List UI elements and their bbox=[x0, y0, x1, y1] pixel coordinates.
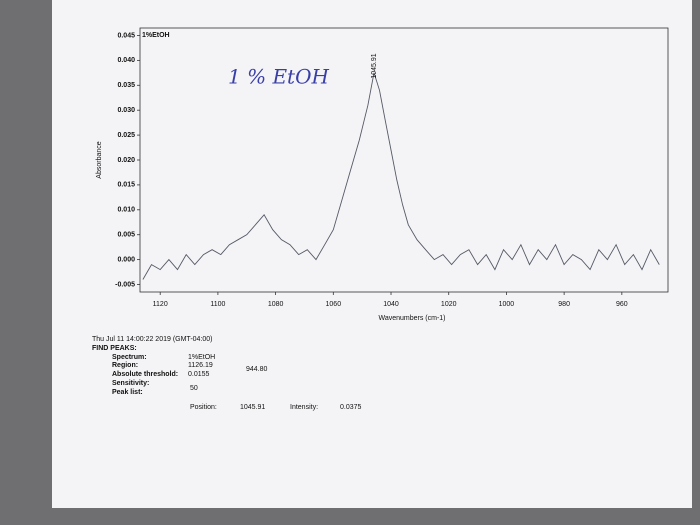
field-label: Position: bbox=[190, 404, 217, 411]
x-tick-label: 1080 bbox=[268, 301, 284, 308]
spectrum-label: 1%EtOH bbox=[142, 32, 170, 39]
y-tick-label: 0.020 bbox=[117, 157, 135, 164]
y-tick-label: 0.005 bbox=[117, 232, 135, 239]
x-tick-label: 1060 bbox=[326, 301, 342, 308]
y-tick-label: 0.010 bbox=[117, 207, 135, 214]
field-value: 1126.19 bbox=[188, 362, 213, 369]
field-label: Spectrum: bbox=[112, 354, 147, 361]
heading: FIND PEAKS: bbox=[92, 345, 137, 352]
field-label: Peak list: bbox=[112, 389, 143, 396]
field-value: 50 bbox=[190, 385, 198, 392]
y-tick-label: 0.030 bbox=[117, 107, 135, 114]
field-value: 0.0375 bbox=[340, 404, 362, 411]
x-axis-label: Wavenumbers (cm-1) bbox=[378, 315, 445, 322]
y-tick-label: 0.035 bbox=[117, 82, 135, 89]
field-value: 0.0155 bbox=[188, 371, 210, 378]
peak-label: 1045.91 bbox=[371, 53, 378, 78]
x-tick-label: 1040 bbox=[383, 301, 399, 308]
y-tick-label: 0.000 bbox=[117, 256, 135, 263]
field-label: Region: bbox=[112, 362, 139, 369]
x-tick-label: 980 bbox=[558, 301, 570, 308]
spectrum-line bbox=[142, 72, 660, 280]
field-value: 1%EtOH bbox=[188, 354, 216, 361]
y-tick-label: 0.040 bbox=[117, 57, 135, 64]
field-value: 1045.91 bbox=[240, 404, 266, 411]
y-tick-label: 0.015 bbox=[117, 182, 135, 189]
x-tick-label: 1020 bbox=[441, 301, 457, 308]
field-label: Absolute threshold: bbox=[112, 371, 179, 378]
y-tick-label: 0.025 bbox=[117, 132, 135, 139]
y-tick-label: -0.005 bbox=[115, 281, 135, 288]
field-value: 944.80 bbox=[246, 366, 268, 373]
y-axis-label: Absorbance bbox=[96, 141, 103, 178]
field-label: Intensity: bbox=[290, 404, 319, 411]
x-tick-label: 960 bbox=[616, 301, 628, 308]
x-tick-label: 1120 bbox=[153, 301, 168, 308]
timestamp: Thu Jul 11 14:00:22 2019 (GMT-04:00) bbox=[92, 336, 213, 343]
plot-frame bbox=[139, 27, 669, 293]
x-tick-label: 1000 bbox=[499, 301, 515, 308]
x-tick-label: 1100 bbox=[210, 301, 225, 308]
handwritten-note: 1 % EtOH bbox=[228, 65, 329, 89]
y-tick-label: 0.045 bbox=[117, 32, 135, 39]
field-label: Sensitivity: bbox=[112, 380, 150, 387]
